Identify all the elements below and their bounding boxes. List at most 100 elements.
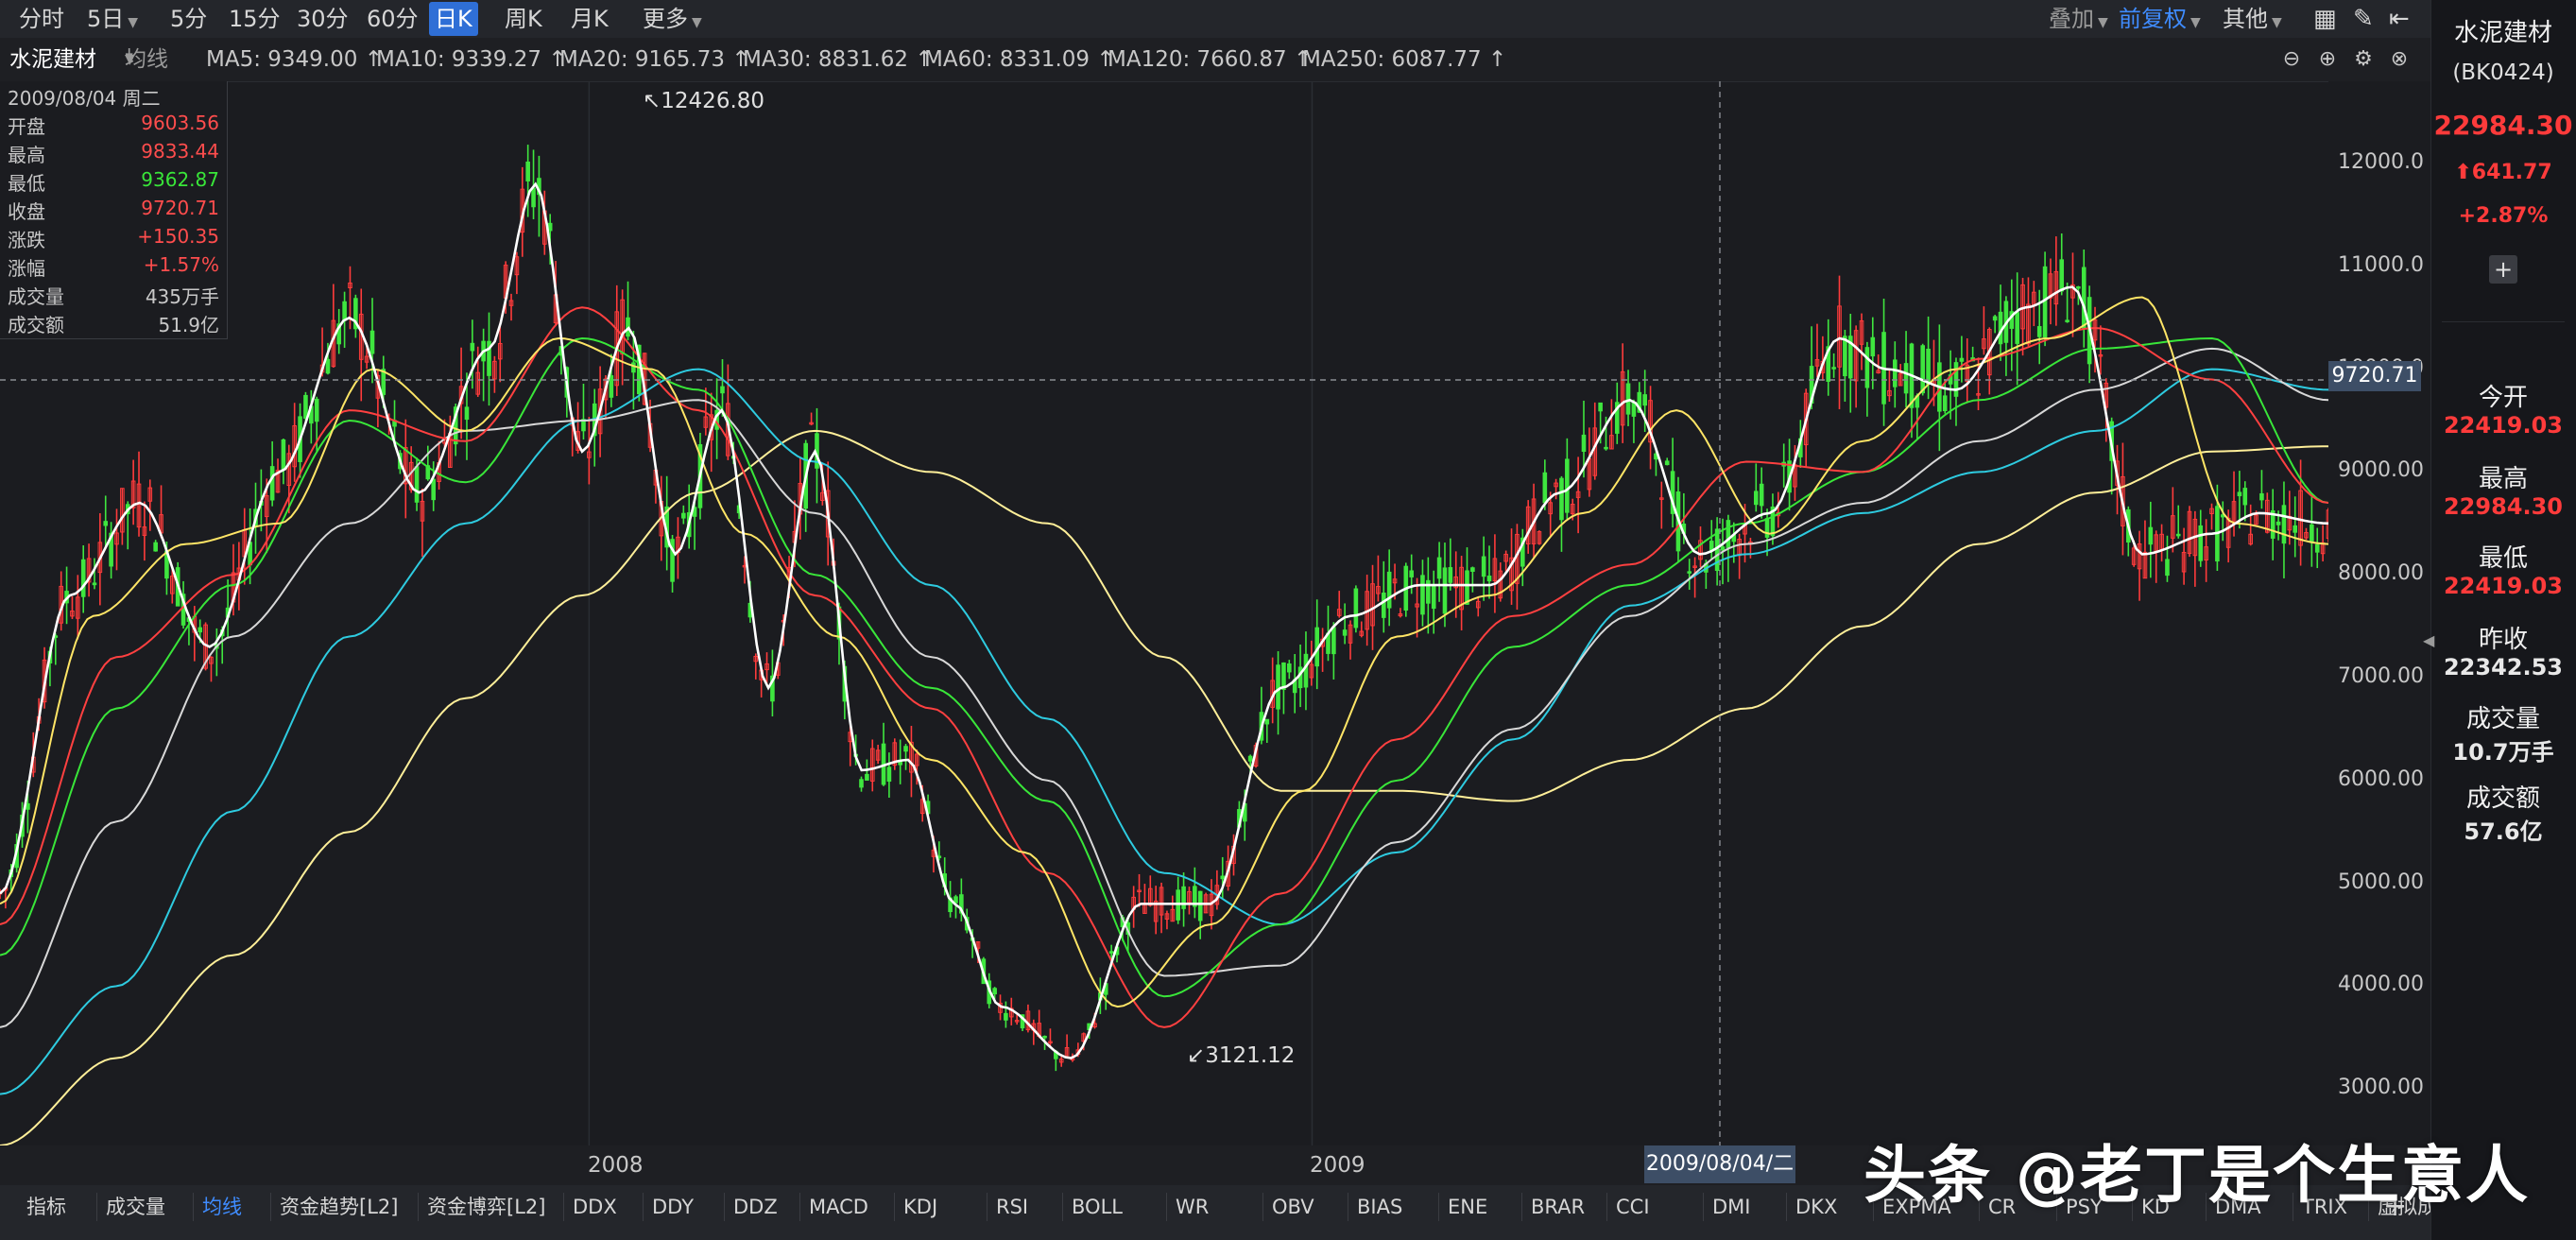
overlay-menu[interactable]: 叠加 ▼ <box>2049 0 2108 38</box>
add-watchlist-button[interactable]: + <box>2489 255 2517 284</box>
tab-3[interactable]: 资金趋势[L2] <box>280 1196 399 1218</box>
tab-1[interactable]: 成交量 <box>106 1196 165 1218</box>
candle-body <box>953 896 958 904</box>
chevron-down-icon: ▼ <box>2190 15 2201 30</box>
candle-body <box>1498 570 1503 599</box>
draw-pen-icon[interactable]: ✎ <box>2353 5 2374 33</box>
tab-0[interactable]: 指标 <box>26 1196 66 1218</box>
candle-body <box>1303 653 1309 688</box>
gear-icon[interactable]: ⚙ <box>2354 47 2373 71</box>
candle-body <box>959 894 964 914</box>
info-value: 9720.71 <box>141 197 219 219</box>
candle-body <box>130 480 136 508</box>
tab-15[interactable]: ENE <box>1448 1196 1488 1218</box>
x-tick-2008: 2008 <box>588 1153 644 1178</box>
panel-toggle-icon[interactable]: ◀ <box>2423 631 2435 649</box>
candle-body <box>348 282 352 288</box>
tf-day-k[interactable]: 日K <box>429 2 478 36</box>
tab-25[interactable]: TRIX <box>2302 1196 2347 1218</box>
candle-body <box>1153 900 1159 922</box>
tf-month-k[interactable]: 月K <box>571 6 609 32</box>
tf-60min[interactable]: 60分 <box>367 6 419 32</box>
candle-body <box>1287 663 1292 673</box>
add-indicator-icon[interactable]: + <box>2383 1190 2408 1223</box>
candle-body <box>2265 499 2270 533</box>
tf-15min[interactable]: 15分 <box>229 6 281 32</box>
candle-body <box>120 488 125 533</box>
tab-22[interactable]: PSY <box>2066 1196 2103 1218</box>
tf-5day[interactable]: 5日 ▼ <box>87 0 138 38</box>
adjust-menu[interactable]: 前复权 ▼ <box>2119 0 2201 38</box>
close-icon[interactable]: ⊗ <box>2390 47 2409 71</box>
add-icon[interactable]: ⊕ <box>2318 47 2337 71</box>
candle-body <box>1281 662 1286 691</box>
tf-week-k[interactable]: 周K <box>505 6 542 32</box>
tab-13[interactable]: OBV <box>1272 1196 1314 1218</box>
candle-body <box>1548 502 1554 515</box>
candle-body <box>275 470 281 493</box>
tf-30min[interactable]: 30分 <box>297 6 349 32</box>
tab-11[interactable]: BOLL <box>1072 1196 1123 1218</box>
tab-20[interactable]: EXPMA <box>1882 1196 1951 1218</box>
stat-label: 最高 <box>2478 465 2528 493</box>
tab-12[interactable]: WR <box>1176 1196 1210 1218</box>
tab-24[interactable]: DMA <box>2215 1196 2261 1218</box>
candle-body <box>2081 267 2087 330</box>
tab-7[interactable]: DDZ <box>733 1196 778 1218</box>
info-key: 最高 <box>8 144 45 166</box>
candle-body <box>2275 521 2281 525</box>
collapse-icon[interactable]: ⇤ <box>2389 5 2410 33</box>
tab-2[interactable]: 均线 <box>202 1196 242 1218</box>
candle-body <box>587 451 592 458</box>
candle-body <box>470 342 475 352</box>
candle-body <box>825 490 831 538</box>
candle-body <box>286 453 292 487</box>
candle-body <box>1614 402 1620 434</box>
tf-fenshi[interactable]: 分时 <box>19 6 64 32</box>
tab-17[interactable]: CCI <box>1616 1196 1650 1218</box>
tab-8[interactable]: MACD <box>809 1196 868 1218</box>
candle-body <box>2142 551 2148 579</box>
info-row: 涨跌 +150.35 <box>8 225 223 253</box>
tab-9[interactable]: KDJ <box>903 1196 938 1218</box>
other-menu[interactable]: 其他 ▼ <box>2223 0 2282 38</box>
ma-mode-label: 均线 <box>125 47 168 72</box>
tab-separator <box>2368 1193 2369 1221</box>
tab-4[interactable]: 资金博弈[L2] <box>427 1196 546 1218</box>
tab-10[interactable]: RSI <box>996 1196 1029 1218</box>
layout-grid-icon[interactable]: ▦ <box>2313 5 2337 33</box>
candle-body <box>1181 886 1186 909</box>
tab-6[interactable]: DDY <box>652 1196 695 1218</box>
tf-5min[interactable]: 5分 <box>170 6 208 32</box>
x-axis <box>0 1145 2430 1185</box>
tab-23[interactable]: KD <box>2141 1196 2170 1218</box>
tab-5[interactable]: DDX <box>573 1196 617 1218</box>
tab-14[interactable]: BIAS <box>1357 1196 1403 1218</box>
candle-body <box>1642 394 1647 406</box>
candle-body <box>269 466 275 501</box>
tab-separator <box>1521 1193 1522 1221</box>
candle-body <box>114 532 119 545</box>
candle-body <box>1342 629 1348 636</box>
tab-16[interactable]: BRAR <box>1531 1196 1586 1218</box>
crosshair-date-label: 2009/08/04/二 <box>1644 1145 1795 1183</box>
ma20-label: MA20: 9165.73 ↑ <box>559 47 750 72</box>
candle-body <box>1847 336 1853 379</box>
candle-body <box>1442 567 1448 614</box>
tf-more[interactable]: 更多 ▼ <box>643 0 702 38</box>
minimize-icon[interactable]: ⊖ <box>2282 47 2301 71</box>
candle-body <box>1920 345 1926 394</box>
candle-body <box>1448 567 1453 583</box>
tab-21[interactable]: CR <box>1988 1196 2017 1218</box>
series-line-ma60 <box>0 347 2328 1028</box>
candle-body <box>869 748 875 782</box>
candle-body <box>1309 663 1314 679</box>
candle-body <box>2209 508 2214 514</box>
tab-18[interactable]: DMI <box>1712 1196 1751 1218</box>
tab-19[interactable]: DKX <box>1795 1196 1838 1218</box>
kline-chart[interactable] <box>0 81 2328 1145</box>
info-key: 涨跌 <box>8 229 45 251</box>
tf-more-label: 更多 <box>643 6 688 32</box>
candle-body <box>153 542 158 552</box>
ma-legend-bar: 水泥建材 均线 ▼ MA5: 9349.00 ↑ MA10: 9339.27 ↑… <box>0 38 2430 82</box>
